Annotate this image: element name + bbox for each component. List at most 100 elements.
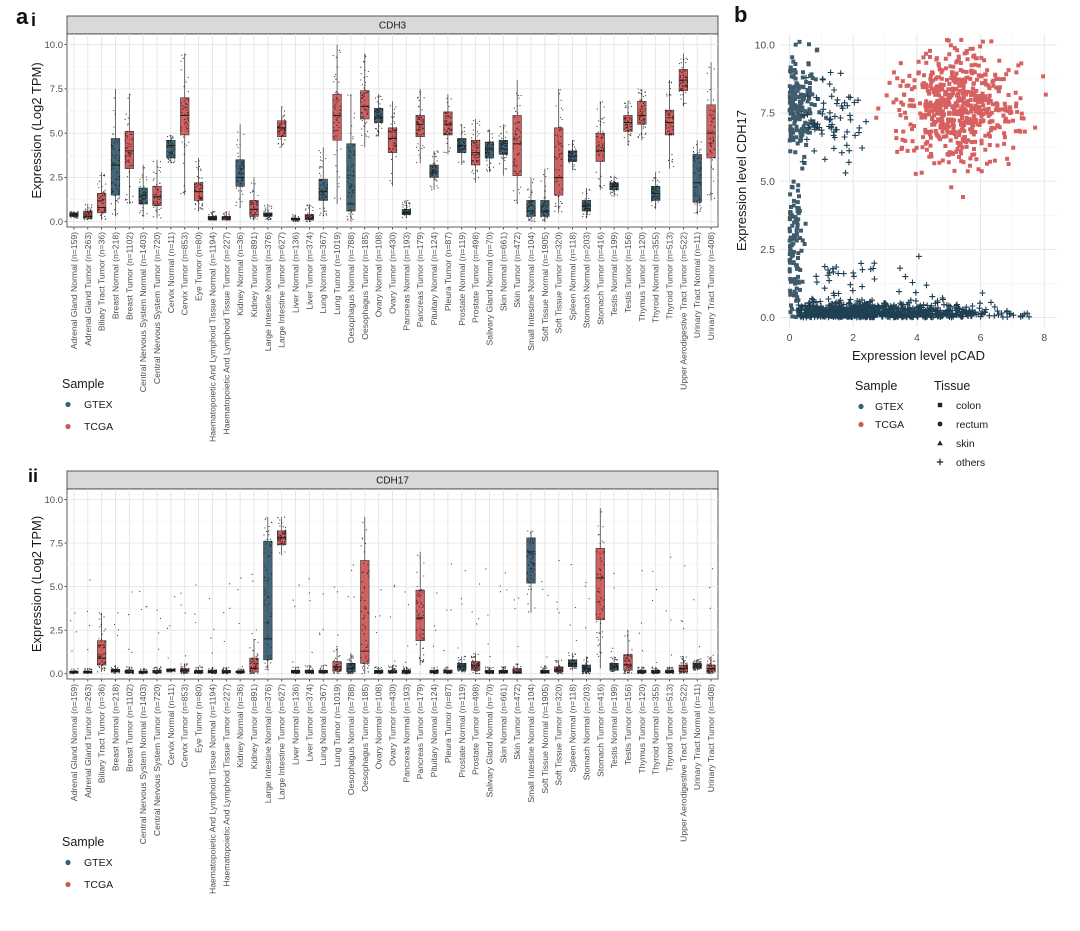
x-category-label: Liver Normal (n=136) <box>291 232 301 313</box>
box-plot-group <box>290 584 301 675</box>
jitter-points <box>498 572 508 675</box>
jitter-points <box>678 57 688 105</box>
x-category-label: Spleen Normal (n=118) <box>568 232 578 321</box>
box-plot-group <box>124 93 134 204</box>
x-category-label: Pleura Tumor (n=87) <box>443 232 453 311</box>
legend-title-tissue: Tissue <box>934 379 970 393</box>
x-category-label: Oesophagus Normal (n=788) <box>346 684 356 795</box>
box-plot-group <box>235 577 245 675</box>
box-plot-group <box>567 139 578 171</box>
y-tick-label: 7.5 <box>50 538 63 549</box>
x-category-label: Urinary Tract Tumor (n=408) <box>706 232 716 340</box>
box-plot-group <box>609 175 619 197</box>
box-plot-group <box>180 53 190 196</box>
sample-legend: Sample GTEX TCGA <box>62 377 113 433</box>
box-plot-group <box>290 214 301 223</box>
jitter-points <box>263 517 273 671</box>
x-category-label: Testis Tumor (n=156) <box>623 684 633 765</box>
jitter-points <box>194 584 203 675</box>
box-iqr <box>138 187 148 205</box>
jitter-points <box>582 188 591 218</box>
box-plot-group <box>512 80 522 204</box>
x-category-label: Cervix Normal (n=11) <box>166 232 176 313</box>
x-category-label: Biliary Tract Tumor (n=36) <box>97 684 107 783</box>
jitter-points <box>374 95 383 137</box>
x-category-label: Pancreas Normal (n=193) <box>401 684 411 783</box>
legend-key-rectum <box>937 421 943 427</box>
x-category-label: Upper Aerodigestive Tract Tumor (n=522) <box>678 684 688 842</box>
box-iqr <box>249 657 259 673</box>
x-category-label: Eye Tumor (n=80) <box>194 684 204 753</box>
panel-label-a-ii: ii <box>28 466 38 486</box>
box-plot-group <box>360 516 370 675</box>
box-plot-group <box>637 570 647 675</box>
box-plot-group <box>429 592 439 675</box>
box-plot-group <box>110 612 121 674</box>
x-category-label: Testis Normal (n=199) <box>609 684 619 768</box>
x-category-label: Kidney Tumor (n=891) <box>249 232 259 317</box>
box-plot-group <box>152 159 162 219</box>
jitter-points <box>110 97 121 216</box>
x-category-label: Large Intestine Normal (n=376) <box>263 684 273 803</box>
x-category-label: Prostate Tumor (n=498) <box>471 232 481 323</box>
jitter-points <box>97 612 106 673</box>
x-category-label: Kidney Tumor (n=891) <box>249 684 259 769</box>
x-category-label: Haematopoietic And Lymphoid Tissue Tumor… <box>221 232 231 435</box>
box-iqr <box>263 540 273 661</box>
jitter-points <box>110 612 120 674</box>
jitter-points <box>360 522 370 675</box>
jitter-points <box>277 106 287 148</box>
jitter-points <box>415 91 425 164</box>
x-tick-label: 8 <box>1041 332 1047 344</box>
jitter-points <box>291 584 301 675</box>
box-plot-group <box>332 44 342 204</box>
box-plot-group <box>318 147 328 217</box>
x-category-label: Stomach Normal (n=203) <box>581 232 591 328</box>
box-plot-group <box>664 556 675 675</box>
y-tick-label: 0.0 <box>760 312 775 324</box>
x-category-label: Thyroid Tumor (n=513) <box>665 232 675 320</box>
jitter-points <box>471 583 481 675</box>
box-plot-group <box>429 150 439 191</box>
box-plot-group <box>512 597 522 675</box>
legend-key-tcga <box>858 421 864 428</box>
box-plot-group <box>498 124 508 176</box>
box-plot-group <box>124 591 134 675</box>
box-plot-group <box>110 88 121 217</box>
jitter-points <box>249 573 259 675</box>
box-plot-group <box>554 88 564 213</box>
box-plot-group <box>193 584 204 675</box>
x-category-label: Upper Aerodigestive Tract Tumor (n=522) <box>678 232 688 390</box>
scatter-points-tcga-square <box>874 37 1048 200</box>
box-iqr <box>110 138 121 196</box>
jitter-points <box>623 100 633 146</box>
x-category-label: Urinary Tract Normal (n=11) <box>692 232 702 338</box>
jitter-points <box>332 49 342 200</box>
box-plot-group <box>609 572 619 673</box>
scatter-plot-area <box>780 34 1057 327</box>
jitter-points <box>665 556 674 675</box>
x-category-label: Breast Tumor (n=1102) <box>124 232 134 320</box>
legend-key-gtex <box>858 403 864 410</box>
y-tick-label: 2.5 <box>760 244 775 256</box>
box-plot-group <box>637 88 647 141</box>
legend-label-tcga: TCGA <box>84 879 113 891</box>
x-category-label: Breast Normal (n=218) <box>110 684 120 771</box>
jitter-points <box>637 570 646 675</box>
box-plot-group <box>567 564 578 671</box>
x-category-label: Liver Normal (n=136) <box>291 684 301 765</box>
jitter-points <box>443 97 453 154</box>
scatter-legend: Sample GTEX TCGA Tissue colon rectum skin other… <box>855 379 988 469</box>
jitter-points <box>83 204 93 221</box>
jitter-points <box>609 572 619 672</box>
jitter-points <box>429 150 439 191</box>
box-plot-group <box>387 584 398 674</box>
box-plot-group <box>249 177 259 221</box>
legend-title: Sample <box>62 377 104 391</box>
panel-label-b: b <box>734 2 747 27</box>
jitter-points <box>69 612 79 675</box>
x-category-label: Prostate Normal (n=119) <box>457 684 467 778</box>
x-category-label: Oesophagus Normal (n=788) <box>346 232 356 343</box>
